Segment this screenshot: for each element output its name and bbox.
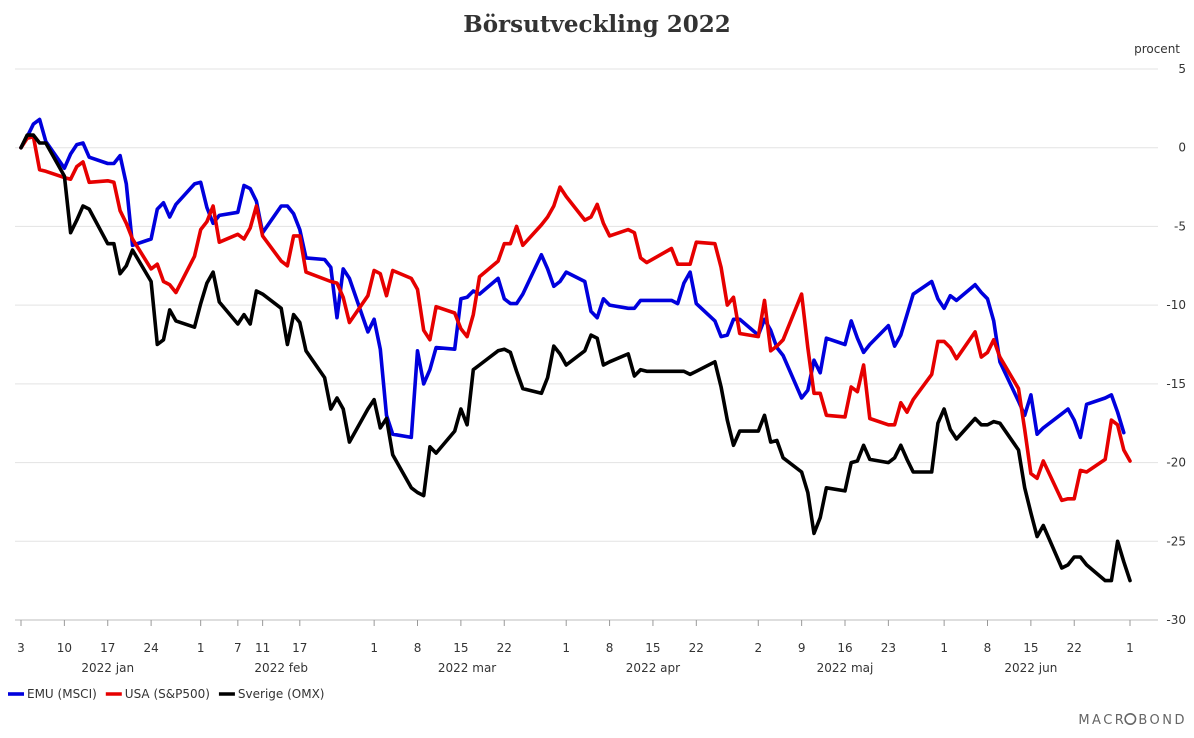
y-tick-label: 0 — [1178, 141, 1186, 155]
x-tick-label: 1 — [370, 641, 378, 655]
x-tick-label: 2 — [754, 641, 762, 655]
y-tick-label: -20 — [1166, 456, 1186, 470]
x-tick-label: 15 — [645, 641, 660, 655]
legend-label-2: Sverige (OMX) — [238, 687, 325, 701]
series-line-0 — [19, 117, 1126, 440]
x-tick-label: 17 — [292, 641, 307, 655]
series-line-1 — [19, 134, 1132, 503]
x-tick-label: 17 — [100, 641, 115, 655]
brand-text-left: MACR — [1078, 713, 1126, 728]
month-label: 2022 mar — [438, 661, 496, 675]
brand-o-icon — [1124, 712, 1137, 725]
gridlines — [15, 68, 1158, 621]
series-line-2 — [19, 133, 1132, 583]
month-label: 2022 jun — [1004, 661, 1057, 675]
x-tick-label: 1 — [197, 641, 205, 655]
x-tick-label: 8 — [414, 641, 422, 655]
x-tick-label: 22 — [1067, 641, 1082, 655]
x-tick-label: 9 — [798, 641, 806, 655]
x-tick-label: 15 — [1023, 641, 1038, 655]
series-lines — [19, 117, 1132, 583]
y-tick-label: -15 — [1166, 377, 1186, 391]
month-label: 2022 maj — [817, 661, 874, 675]
y-axis-ticks: 5 0 -5 -10 -15 -20 -25 -30 — [1166, 62, 1186, 627]
x-tick-label: 23 — [881, 641, 896, 655]
x-tick-label: 22 — [689, 641, 704, 655]
x-tick-label: 1 — [562, 641, 570, 655]
macrobond-logo: MACR BOND — [1078, 712, 1187, 728]
y-tick-label: -25 — [1166, 534, 1186, 548]
legend: EMU (MSCI) USA (S&P500) Sverige (OMX) — [8, 687, 325, 701]
x-axis: 3 10 17 24 1 7 11 17 1 8 15 22 1 8 15 22 2 9 16 23 1 8 15 22 120… — [17, 620, 1134, 675]
y-tick-label: -10 — [1166, 298, 1186, 312]
month-label: 2022 apr — [626, 661, 680, 675]
chart-title: Börsutveckling 2022 — [463, 11, 730, 38]
x-tick-label: 1 — [940, 641, 948, 655]
y-tick-label: -30 — [1166, 613, 1186, 627]
x-tick-label: 11 — [255, 641, 270, 655]
x-tick-label: 24 — [143, 641, 158, 655]
y-axis-label: procent — [1134, 42, 1180, 56]
y-tick-label: -5 — [1174, 219, 1186, 233]
y-tick-label: 5 — [1178, 62, 1186, 76]
brand-text-right: BOND — [1138, 713, 1187, 728]
x-tick-label: 16 — [837, 641, 852, 655]
x-tick-label: 1 — [1126, 641, 1134, 655]
x-tick-label: 8 — [606, 641, 614, 655]
x-tick-label: 8 — [984, 641, 992, 655]
x-tick-label: 22 — [497, 641, 512, 655]
month-label: 2022 feb — [254, 661, 308, 675]
x-tick-label: 15 — [453, 641, 468, 655]
x-tick-label: 3 — [17, 641, 25, 655]
x-tick-label: 10 — [57, 641, 72, 655]
legend-label-0: EMU (MSCI) — [27, 687, 97, 701]
month-label: 2022 jan — [81, 661, 134, 675]
legend-label-1: USA (S&P500) — [125, 687, 210, 701]
x-tick-label: 7 — [234, 641, 242, 655]
